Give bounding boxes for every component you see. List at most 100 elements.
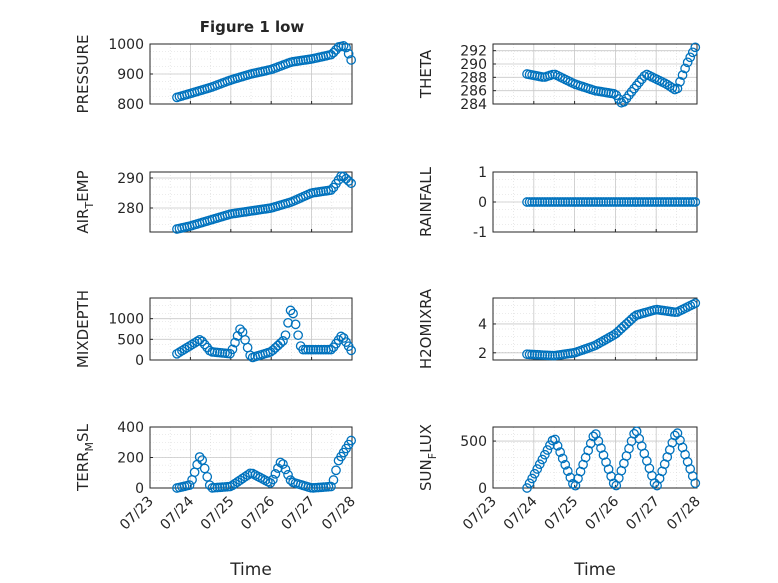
data-point — [672, 197, 683, 207]
data-point — [662, 79, 673, 90]
data-point — [624, 316, 634, 327]
data-point — [670, 197, 680, 207]
y-tick-label: 200 — [117, 451, 144, 467]
data-point — [639, 71, 650, 81]
data-point — [308, 344, 319, 355]
y-tick-label: 500 — [460, 434, 487, 450]
data-point — [657, 197, 668, 207]
data-point — [197, 336, 208, 347]
y-tick-label: 800 — [117, 97, 144, 113]
data-point — [542, 197, 553, 207]
data-point — [300, 344, 311, 355]
data-point — [326, 481, 336, 492]
data-point — [346, 435, 357, 446]
data-point — [606, 197, 617, 207]
x-tick-label: 07/27 — [279, 494, 319, 534]
data-point — [606, 331, 617, 342]
data-point — [539, 449, 550, 460]
data-point — [570, 197, 581, 207]
data-point — [172, 348, 182, 359]
data-point — [649, 197, 660, 207]
data-point — [631, 80, 642, 91]
data-point — [318, 344, 329, 355]
data-point — [545, 440, 555, 451]
data-point — [275, 457, 286, 468]
x-tick-label: 07/25 — [198, 494, 238, 534]
data-point — [624, 197, 634, 207]
data-point — [596, 337, 606, 348]
data-point — [268, 345, 278, 356]
data-point — [285, 475, 296, 485]
x-tick-label: 07/26 — [582, 493, 622, 533]
axes-box — [492, 297, 698, 361]
data-point — [194, 452, 205, 462]
data-point — [578, 197, 588, 207]
data-point — [593, 197, 604, 207]
data-point — [184, 341, 195, 351]
data-point — [680, 63, 690, 74]
data-point — [232, 477, 243, 487]
data-point — [593, 338, 604, 349]
data-point — [280, 330, 291, 341]
data-point — [237, 473, 248, 484]
data-point — [565, 197, 576, 207]
data-point — [346, 345, 357, 356]
data-point — [634, 197, 645, 207]
data-point — [616, 323, 627, 334]
data-point — [690, 42, 701, 53]
data-point — [542, 445, 553, 455]
data-point — [603, 333, 614, 343]
data-point — [328, 475, 339, 485]
data-point — [568, 197, 578, 207]
data-point — [331, 44, 341, 55]
data-point — [293, 330, 303, 341]
data-point — [662, 197, 673, 207]
y-tick-label: 290 — [460, 57, 487, 73]
data-point — [230, 337, 240, 348]
data-point — [654, 197, 665, 207]
data-point — [524, 478, 535, 489]
data-point — [245, 350, 256, 361]
y-axis-label: AIRTEMP — [74, 170, 96, 233]
subplot-rainfall: -1 0 1 RAINFALL — [417, 165, 701, 241]
data-point — [560, 197, 571, 207]
y-axis-label: TERRMSL — [74, 423, 96, 492]
data-point — [529, 197, 540, 207]
axes-box — [492, 426, 698, 489]
data-point — [326, 49, 336, 60]
x-tick-label: 07/26 — [238, 493, 278, 533]
data-point — [179, 344, 190, 354]
data-point — [346, 178, 357, 189]
data-point — [270, 469, 281, 479]
data-point — [675, 197, 685, 207]
subplot-sun-flux: 0 500 SUNFLUX — [417, 424, 701, 497]
data-point — [527, 473, 537, 484]
y-axis-label: SUNFLUX — [417, 424, 439, 491]
data-point — [532, 197, 543, 207]
data-point — [316, 344, 326, 355]
data-point — [568, 478, 578, 489]
data-point — [647, 197, 657, 207]
data-point — [641, 197, 652, 207]
data-point — [598, 335, 609, 346]
data-point — [667, 197, 678, 207]
data-point — [532, 464, 543, 474]
y-tick-label: 2 — [478, 346, 487, 362]
x-axis-label: Time — [573, 560, 616, 580]
data-point — [603, 197, 614, 207]
subplot-air-temp: 280 290 AIRTEMP — [74, 170, 357, 234]
x-tick-label: 07/23 — [117, 494, 157, 534]
data-point — [583, 197, 594, 207]
y-tick-label: 400 — [117, 420, 144, 436]
data-point — [177, 345, 187, 356]
data-point — [580, 197, 591, 207]
data-point — [608, 88, 619, 99]
data-point — [522, 483, 532, 493]
data-point — [557, 453, 568, 464]
data-point — [199, 463, 210, 474]
data-point — [268, 474, 278, 485]
data-point — [235, 324, 245, 335]
data-point — [677, 70, 688, 80]
data-point — [690, 298, 701, 309]
